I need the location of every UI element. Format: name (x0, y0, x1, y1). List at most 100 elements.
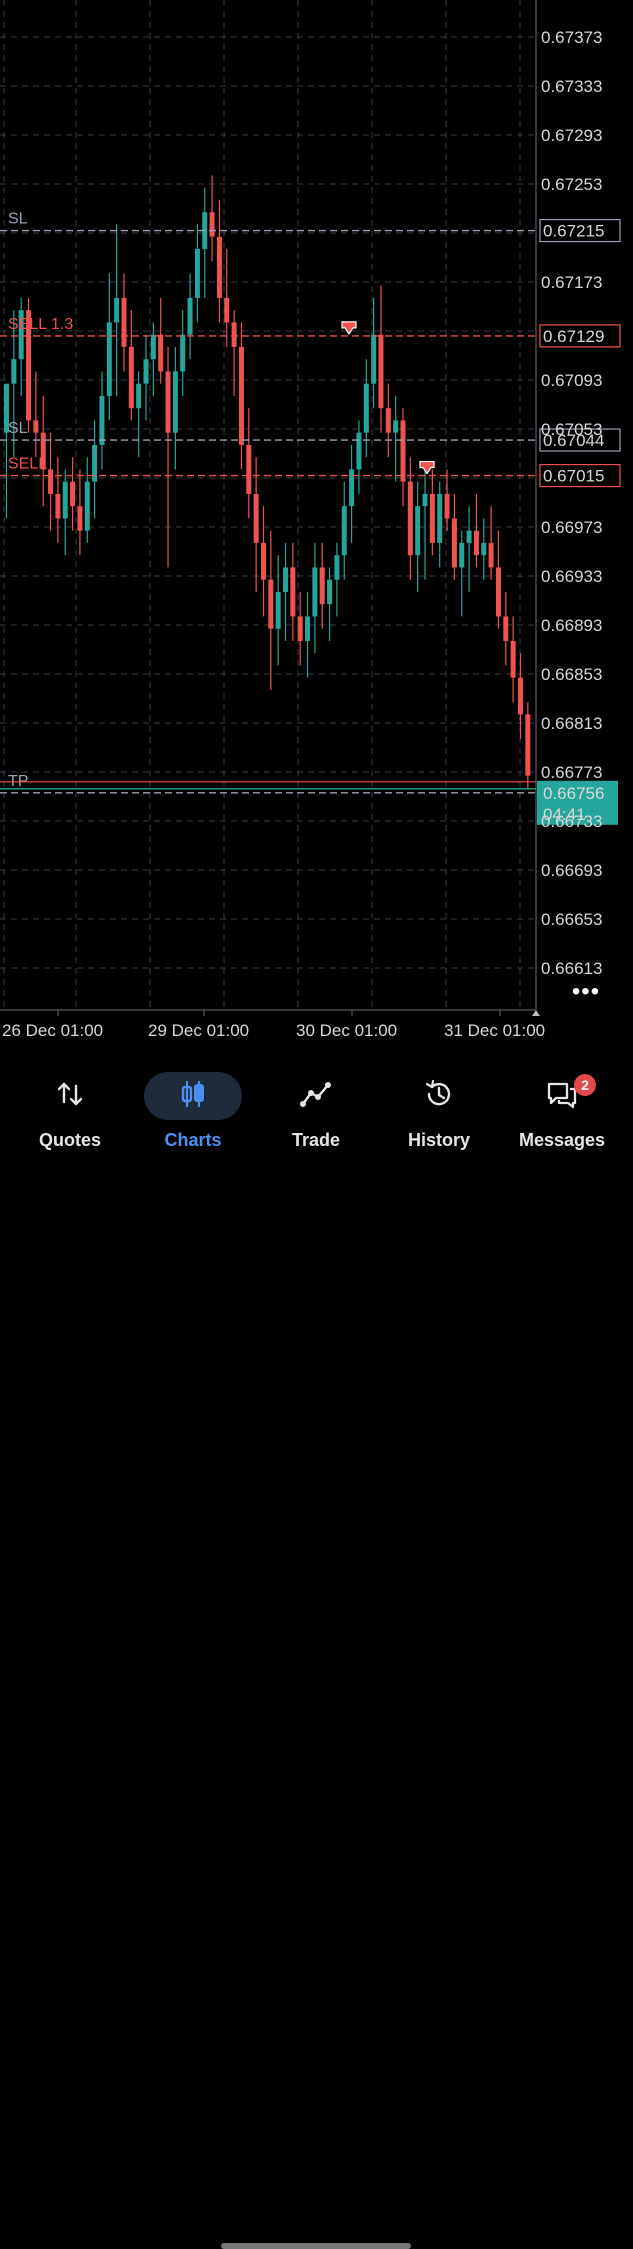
candle-body (481, 542, 487, 556)
candle-body (385, 408, 391, 433)
candle-body (260, 542, 266, 580)
arrows-updown-icon (46, 1080, 94, 1108)
bull-candle (327, 567, 333, 641)
price-axis: 0.67373 0.67333 0.67293 0.67253 0.67173 0.670… (0, 0, 602, 1011)
bull-candle (150, 322, 156, 396)
bear-candle (26, 297, 32, 433)
nav-history[interactable]: History (379, 1070, 499, 1150)
chart-area[interactable]: SL 0.67215 SELL 1.3 0.67129 SL 0.67044 SELL 0.6… (0, 0, 633, 1060)
candle-body (187, 297, 193, 335)
candle-body (444, 493, 450, 519)
bull-candle (18, 297, 24, 396)
level-tag: SL (8, 211, 28, 228)
bear-candle (70, 457, 76, 531)
bull-candle (356, 420, 362, 494)
candle-body (26, 310, 32, 421)
bull-candle (422, 469, 428, 580)
bear-candle (253, 457, 259, 592)
bull-candle (275, 555, 281, 666)
candle-body (356, 432, 362, 470)
bull-candle (349, 444, 355, 543)
candle-body (253, 493, 259, 543)
bear-candle (451, 493, 457, 580)
bull-candle (180, 310, 186, 396)
bear-candle (297, 591, 303, 666)
bull-candle (334, 542, 340, 617)
price-tick-label: 0.66933 (541, 567, 602, 586)
nav-messages[interactable]: 2 Messages (502, 1070, 622, 1150)
bull-candle (106, 273, 112, 421)
candle-body (33, 420, 39, 433)
bull-candle (4, 383, 9, 519)
bear-candle (488, 506, 494, 580)
level-price: 0.67215 (543, 222, 604, 241)
bear-candle (510, 616, 516, 703)
candle-body (517, 677, 523, 715)
bear-candle (246, 408, 252, 519)
candle-body (224, 297, 230, 323)
candles (4, 175, 531, 788)
candle-body (488, 542, 494, 568)
candle-body (209, 212, 215, 237)
trade-markers (341, 321, 435, 475)
level-sell-1-3: SELL 1.3 0.67129 (0, 316, 621, 348)
candle-body (40, 432, 46, 470)
nav-quotes[interactable]: Quotes (10, 1070, 130, 1150)
price-tick-label: 0.67373 (541, 28, 602, 47)
bull-candle (437, 481, 443, 568)
candle-body (70, 481, 76, 507)
date-label: 29 Dec 01:00 (148, 1021, 249, 1040)
price-tick-label: 0.67253 (541, 175, 602, 194)
candle-body (283, 567, 289, 592)
level-price: 0.67044 (543, 431, 604, 450)
level-price-box (539, 428, 621, 452)
level-price-box (539, 218, 621, 243)
bull-candle (84, 457, 90, 543)
bull-candle (92, 420, 98, 519)
bull-candle (305, 591, 311, 678)
price-tick-label: 0.66973 (541, 518, 602, 537)
level-tp: TP (0, 773, 536, 794)
candle-body (238, 346, 244, 445)
price-tick-label: 0.66893 (541, 616, 602, 635)
bear-candle (40, 395, 46, 507)
candle-body (275, 591, 281, 629)
candle-body (136, 383, 142, 409)
nav-charts[interactable]: Charts (133, 1070, 253, 1150)
bear-candle (319, 542, 325, 629)
candle-body (363, 383, 369, 433)
candle-body (143, 359, 149, 384)
price-tick-label: 0.66853 (541, 665, 602, 684)
nav-charts-label: Charts (164, 1130, 222, 1150)
order-levels[interactable]: SL 0.67215 SELL 1.3 0.67129 SL 0.67044 SELL 0.6… (0, 211, 621, 825)
nav-trade-label: Trade (291, 1130, 341, 1150)
bear-candle (495, 530, 501, 629)
bear-candle (444, 469, 450, 531)
candle-body (327, 579, 333, 605)
bear-candle (231, 310, 237, 396)
candle-body (459, 542, 465, 568)
candle-body (268, 579, 274, 629)
bull-candle (481, 518, 487, 580)
candle-body (106, 322, 112, 396)
bear-candle (77, 469, 83, 556)
candle-body (319, 567, 325, 605)
level-sl: SL 0.67215 (0, 211, 621, 243)
candle-body (429, 493, 435, 543)
current-price-box (537, 780, 618, 825)
bull-candle (114, 224, 120, 396)
candle-body (99, 395, 105, 445)
bull-candle (459, 530, 465, 617)
more-options-button[interactable]: ••• (571, 978, 601, 1005)
bear-candle (158, 297, 164, 384)
bear-candle (55, 457, 61, 543)
bear-candle (429, 469, 435, 556)
price-tick-label: 0.67093 (541, 371, 602, 390)
candle-body (4, 383, 9, 433)
candle-body (290, 567, 296, 617)
candle-body (437, 493, 443, 543)
candle-body (393, 420, 399, 433)
candle-body (503, 616, 509, 641)
nav-trade[interactable]: Trade (256, 1070, 376, 1150)
